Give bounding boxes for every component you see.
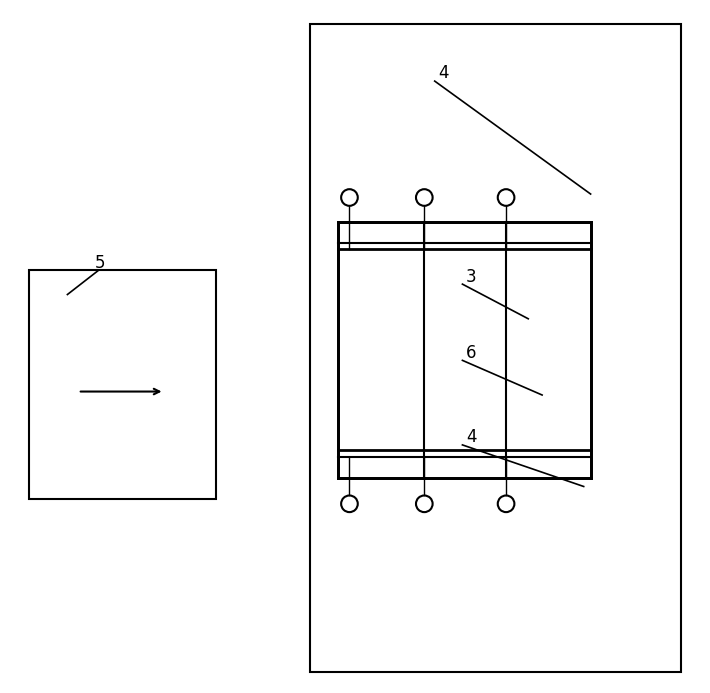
Text: 6: 6 [466, 344, 476, 362]
Bar [338, 222, 591, 478]
Text: 5: 5 [95, 254, 106, 272]
Text: 4: 4 [466, 428, 476, 446]
Bar [29, 270, 217, 499]
Text: 3: 3 [466, 268, 476, 286]
Text: 4: 4 [438, 64, 449, 82]
Bar [310, 24, 681, 672]
